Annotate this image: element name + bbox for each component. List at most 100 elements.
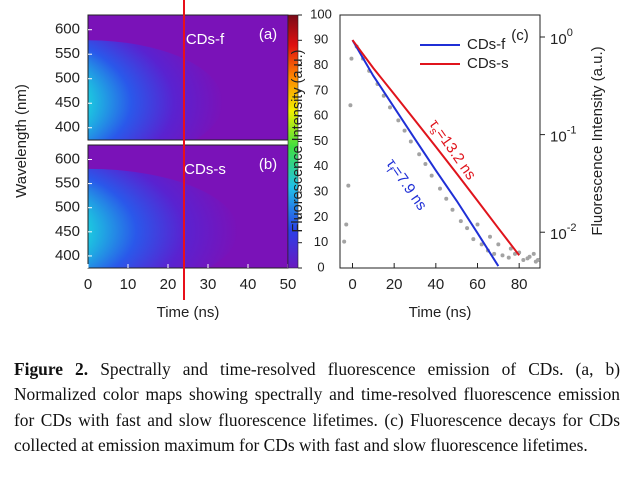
- y-tick-label: 500: [55, 199, 80, 216]
- data-point: [500, 253, 505, 258]
- map-emission: [88, 40, 223, 140]
- annotation-subscript: s: [427, 126, 440, 138]
- y-axis-label: Wavelength (nm): [13, 84, 30, 198]
- lifetime-annotation: τf=7.9 ns: [380, 156, 430, 215]
- x-tick-label: 20: [160, 276, 177, 293]
- caption: Figure 2. Spectrally and time-resolved f…: [14, 357, 620, 459]
- y-tick-label: 450: [55, 223, 80, 240]
- colorbar-tick-label: 90: [314, 32, 328, 47]
- decay-fit: [351, 39, 500, 267]
- data-point: [513, 251, 517, 256]
- data-point: [508, 246, 513, 251]
- x-tick-label: 0: [348, 276, 356, 293]
- color-map: [88, 15, 288, 140]
- data-point: [475, 222, 480, 227]
- y-tick-exponent: 0: [567, 27, 573, 39]
- caption-label: Figure 2.: [14, 359, 89, 379]
- colorbar-tick-label: 50: [314, 133, 328, 148]
- legend-label: CDs-f: [467, 36, 506, 53]
- data-point: [465, 226, 470, 231]
- colorbar-label: Fluorescence Intensity (a.u.): [290, 50, 306, 233]
- y-tick-label: 500: [55, 70, 80, 87]
- data-point: [423, 161, 428, 166]
- y-tick-base: 10: [550, 129, 567, 146]
- map-emission: [88, 168, 238, 268]
- x-tick-label: 40: [427, 276, 444, 293]
- y-tick-label: 550: [55, 45, 80, 62]
- colorbar-tick-label: 60: [314, 108, 328, 123]
- colorbar-tick-label: 30: [314, 184, 328, 199]
- plot-frame: [339, 14, 541, 269]
- decay-fit: [351, 39, 520, 256]
- plot-area: [342, 39, 540, 267]
- data-point: [346, 183, 351, 188]
- annotation-text: =7.9 ns: [388, 163, 430, 213]
- y-tick-label: 550: [55, 175, 80, 192]
- data-point: [348, 103, 353, 108]
- data-point: [450, 207, 455, 212]
- y-tick-label: 600: [55, 21, 80, 38]
- data-point: [444, 196, 449, 201]
- y-tick-label: 450: [55, 94, 80, 111]
- data-point: [408, 139, 413, 144]
- colorbar-tick-label: 0: [317, 259, 324, 274]
- y-tick-label: 10-1: [550, 125, 576, 146]
- annotation-subscript: f: [384, 165, 396, 175]
- x-tick-label: 50: [280, 276, 297, 293]
- data-point: [417, 152, 422, 157]
- y-axis-label: Fluorescence Intensity (a.u.): [589, 46, 606, 235]
- colorbar-tick-label: 10: [314, 234, 328, 249]
- data-point: [492, 251, 497, 256]
- data-point: [535, 257, 540, 262]
- data-point: [479, 242, 484, 247]
- y-tick-label: 400: [55, 247, 80, 264]
- y-tick-label: 600: [55, 150, 80, 167]
- data-point: [402, 128, 407, 133]
- data-point: [342, 239, 347, 244]
- y-tick-exponent: -1: [567, 125, 577, 137]
- x-tick-label: 0: [84, 276, 92, 293]
- x-tick-label: 10: [120, 276, 137, 293]
- panel-tag: (b): [259, 156, 277, 173]
- colorbar-tick-label: 20: [314, 209, 328, 224]
- data-point: [429, 173, 434, 178]
- colorbar-tick-label: 70: [314, 82, 328, 97]
- panel-tag: (a): [259, 26, 277, 43]
- data-point: [496, 242, 501, 247]
- colorbar-tick-label: 100: [310, 6, 332, 21]
- x-tick-label: 60: [469, 276, 486, 293]
- y-tick-base: 10: [550, 31, 567, 48]
- caption-text: Spectrally and time-resolved fluorescenc…: [14, 359, 621, 456]
- data-point: [531, 251, 536, 256]
- data-point: [438, 186, 442, 191]
- y-tick-base: 10: [550, 226, 567, 243]
- data-point: [525, 256, 530, 261]
- legend-label: CDs-s: [467, 55, 509, 72]
- data-point: [506, 255, 511, 260]
- y-tick-exponent: -2: [567, 222, 577, 234]
- map-label: CDs-f: [186, 31, 225, 48]
- data-point: [344, 222, 349, 227]
- data-point: [488, 234, 492, 239]
- data-point: [388, 105, 392, 110]
- colorbar-tick-label: 80: [314, 57, 328, 72]
- data-point: [349, 56, 354, 61]
- x-tick-label: 20: [386, 276, 403, 293]
- y-tick-label: 100: [550, 27, 573, 48]
- x-tick-label: 40: [240, 276, 257, 293]
- x-tick-label: 30: [200, 276, 217, 293]
- panel-tag: (c): [511, 27, 529, 44]
- y-tick-label: 400: [55, 119, 80, 136]
- data-point: [458, 219, 463, 224]
- color-map: [88, 145, 288, 268]
- y-tick-label: 10-2: [550, 222, 576, 243]
- data-point: [471, 237, 476, 242]
- map-label: CDs-s: [184, 161, 226, 178]
- data-point: [396, 118, 401, 123]
- x-tick-label: 80: [511, 276, 528, 293]
- x-axis-label: Time (ns): [409, 304, 472, 321]
- data-point: [521, 257, 526, 262]
- x-axis-label: Time (ns): [157, 304, 220, 321]
